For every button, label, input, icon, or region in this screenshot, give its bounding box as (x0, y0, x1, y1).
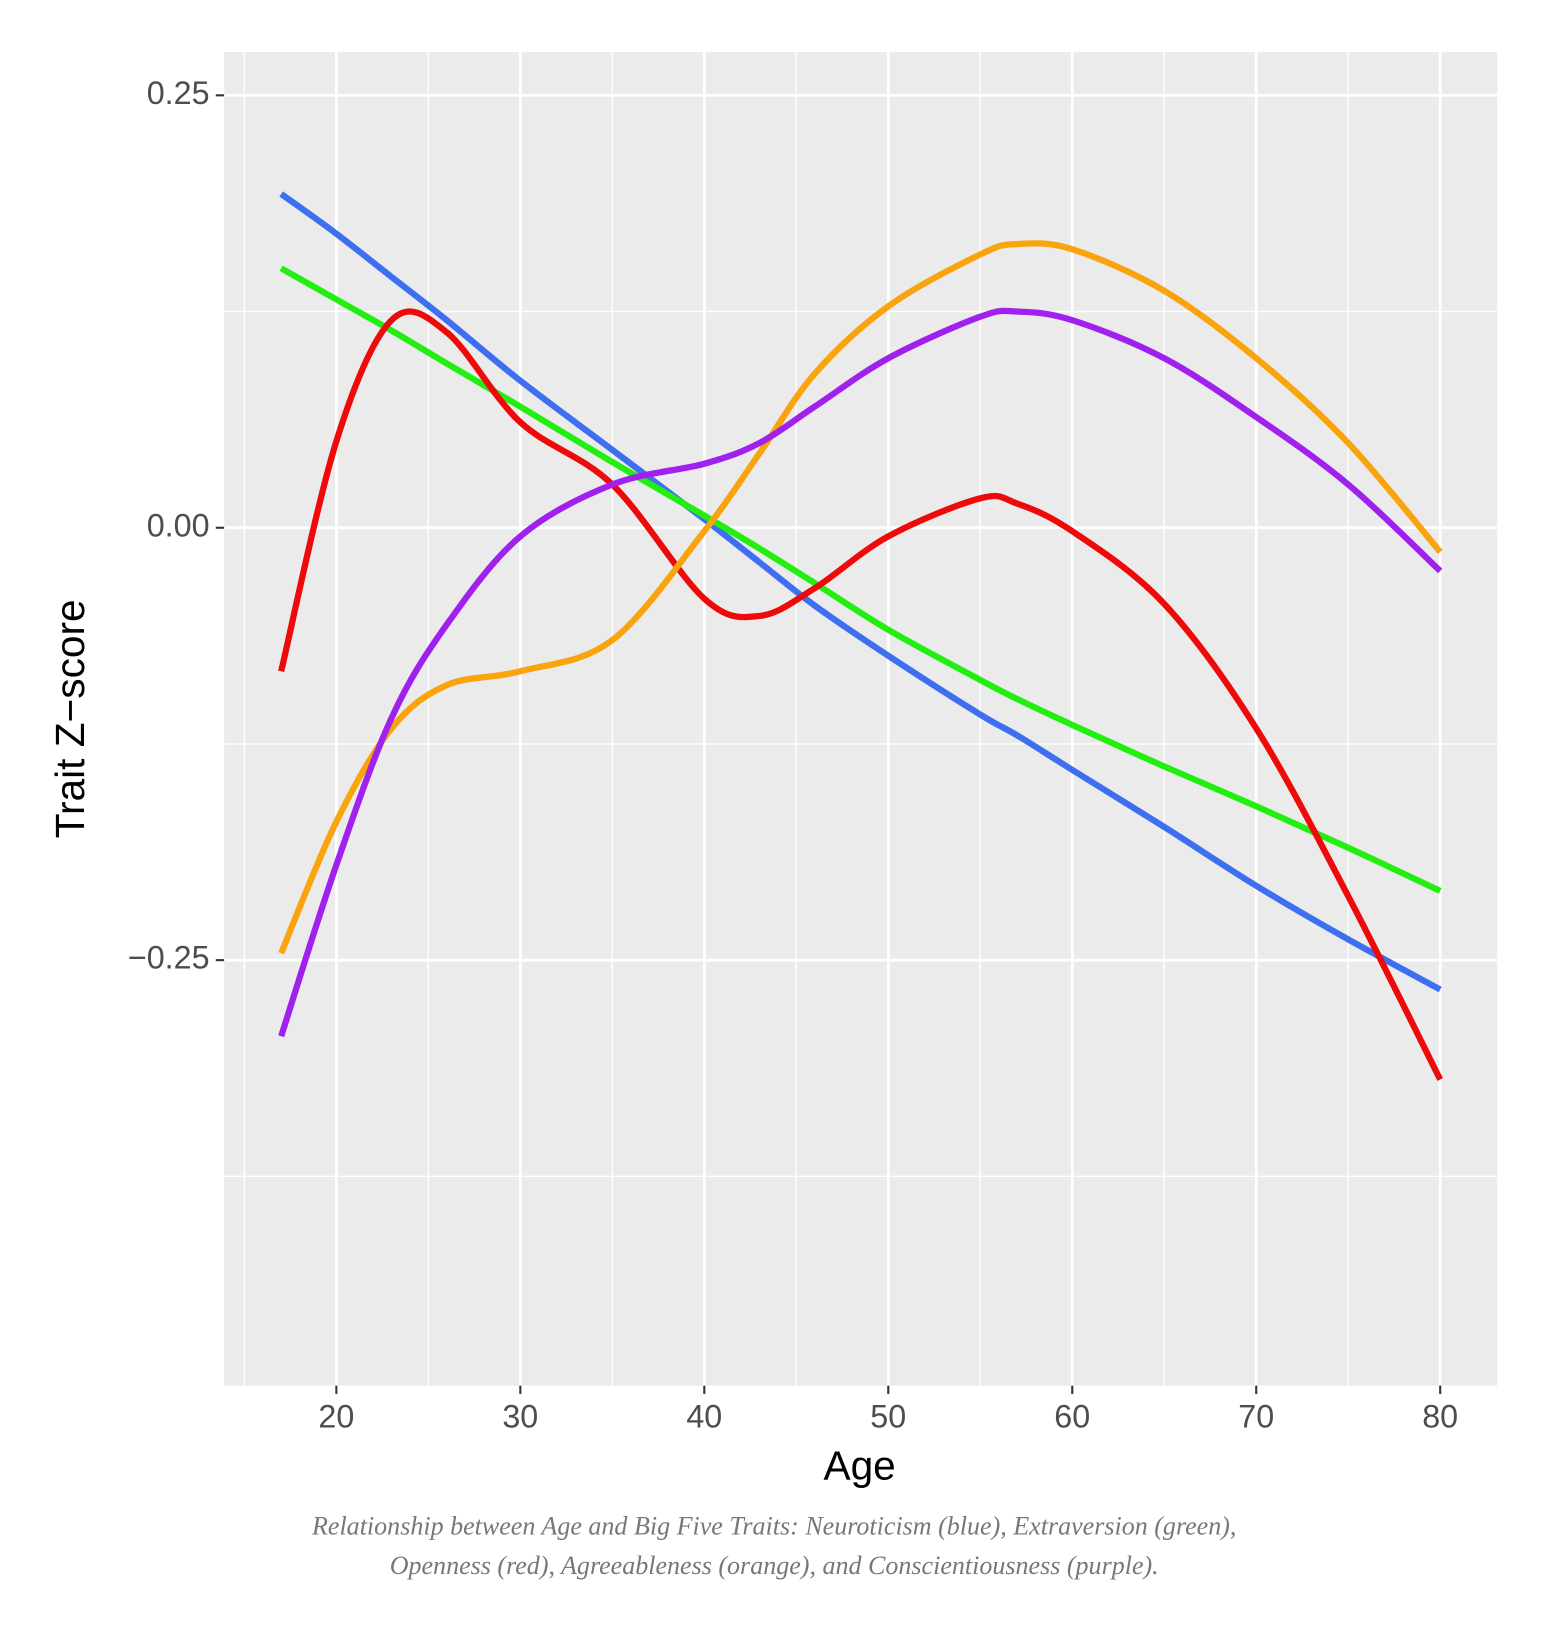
x-tick-label: 40 (686, 1398, 722, 1434)
x-axis-title: Age (823, 1443, 895, 1489)
x-tick-label: 70 (1238, 1398, 1274, 1434)
caption: Openness (red), Agreeableness (orange), … (390, 1551, 1159, 1580)
y-axis-title: Trait Z−score (47, 599, 93, 838)
series-line (279, 265, 1442, 894)
x-tick-label: 60 (1054, 1398, 1090, 1434)
series-line (278, 240, 1443, 955)
series-line (278, 307, 1443, 1038)
x-tick-label: 20 (318, 1398, 354, 1434)
x-tick-label: 30 (502, 1398, 538, 1434)
y-tick-label: 0.25 (147, 75, 210, 111)
plot-panel (224, 52, 1498, 1386)
caption: Relationship between Age and Big Five Tr… (311, 1511, 1236, 1540)
series-line (279, 191, 1442, 993)
x-tick-label: 50 (870, 1398, 906, 1434)
y-tick-label: 0.00 (147, 507, 210, 543)
y-tick-label: −0.25 (128, 940, 210, 976)
series-line (278, 308, 1443, 1081)
x-tick-label: 80 (1422, 1398, 1458, 1434)
